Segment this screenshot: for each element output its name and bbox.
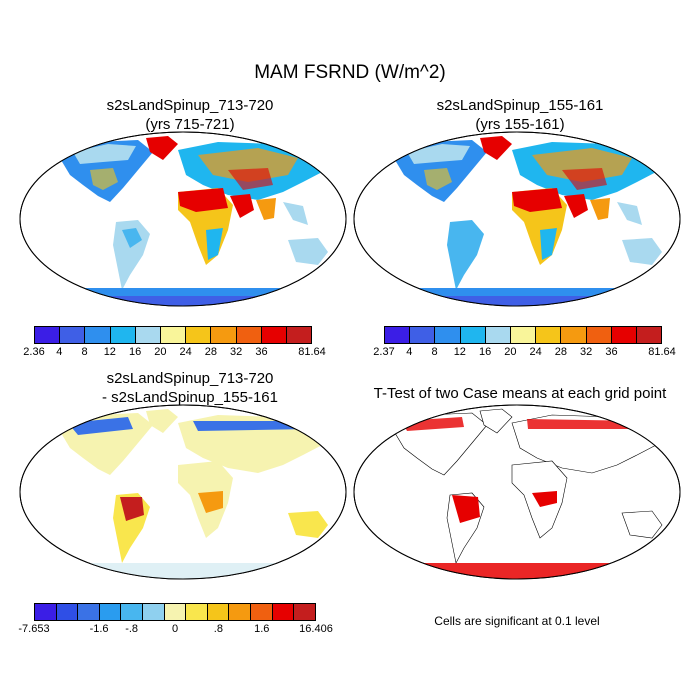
colorbar-panel2-labels: 2.37 4 8 12 16 20 24 28 32 36 81.64 (373, 346, 675, 360)
greenland-land (480, 136, 512, 160)
panel2-tick-label-8: 32 (580, 346, 593, 358)
panel4-title-line1: T-Test of two Case means at each grid po… (373, 385, 667, 402)
panel1-tick-label-2: 8 (81, 346, 88, 358)
panel2-swatch-7 (561, 327, 587, 343)
panel1-tick-label-6: 24 (179, 346, 192, 358)
panel2-tick-label-5: 20 (504, 346, 517, 358)
panel3-title: s2sLandSpinup_713-720 - s2sLandSpinup_15… (20, 369, 360, 407)
panel2-tick-label-6: 24 (529, 346, 542, 358)
panel1-swatch-9 (261, 327, 287, 343)
panel2-tick-label-1: 4 (406, 346, 413, 358)
panel2-tick-label-2: 8 (431, 346, 438, 358)
panel3-title-line2: - s2sLandSpinup_155-161 (102, 389, 278, 406)
panel1-swatch-10 (286, 327, 312, 343)
panel3-tick-label-0: -7.653 (18, 623, 50, 635)
panel2-swatch-6 (536, 327, 562, 343)
panel1-tick-label-0: 2.36 (23, 346, 45, 358)
panel3-swatch-0 (35, 604, 57, 620)
panel3-swatch-10 (251, 604, 273, 620)
panel1-tick-label-1: 4 (56, 346, 63, 358)
map-panel2 (353, 131, 681, 307)
panel1-tick-label-8: 32 (230, 346, 243, 358)
colorbar-panel1-labels: 2.36 4 8 12 16 20 24 28 32 36 81.64 (23, 346, 325, 360)
panel1-tick-label-10: 81.64 (298, 346, 326, 358)
colorbar-panel1 (34, 326, 312, 344)
panel1-tick-label-5: 20 (154, 346, 167, 358)
panel2-title-line1: s2sLandSpinup_155-161 (436, 97, 604, 114)
greenland-land (146, 409, 178, 433)
panel3-swatch-9 (229, 604, 252, 620)
panel2-swatch-1 (410, 327, 436, 343)
panel1-swatch-5 (160, 327, 187, 343)
panel3-tick-label-3: 0 (171, 623, 179, 635)
panel2-swatch-9 (611, 327, 637, 343)
panel1-tick-label-9: 36 (255, 346, 268, 358)
south-america-land (447, 220, 484, 290)
panel2-swatch-5 (510, 327, 537, 343)
panel2-swatch-10 (636, 327, 662, 343)
panel3-swatch-2 (78, 604, 100, 620)
panel4-title: T-Test of two Case means at each grid po… (350, 384, 690, 403)
panel2-swatch-8 (586, 327, 612, 343)
panel3-tick-label-6: 16.406 (299, 623, 333, 635)
panel1-title: s2sLandSpinup_713-720 (yrs 715-721) (20, 96, 360, 134)
panel3-swatch-1 (56, 604, 79, 620)
panel2-swatch-4 (485, 327, 511, 343)
panel2-tick-label-3: 12 (453, 346, 466, 358)
colorbar-panel3 (34, 603, 316, 621)
antarctica-significance (357, 563, 677, 579)
panel2-swatch-2 (435, 327, 461, 343)
panel3-swatch-3 (99, 604, 122, 620)
panel3-swatch-8 (207, 604, 230, 620)
australia-land (622, 238, 662, 265)
panel2-title: s2sLandSpinup_155-161 (yrs 155-161) (350, 96, 690, 134)
panel1-tick-label-4: 16 (128, 346, 142, 358)
panel2-tick-label-7: 28 (554, 346, 568, 358)
panel2-tick-label-4: 16 (478, 346, 492, 358)
panel1-swatch-7 (211, 327, 237, 343)
panel3-swatch-4 (121, 604, 144, 620)
panel2-tick-label-10: 81.64 (648, 346, 676, 358)
map-panel1 (19, 131, 347, 307)
panel2-swatch-3 (460, 327, 486, 343)
panel2-tick-label-0: 2.37 (373, 346, 395, 358)
panel3-tick-label-1: -1.6 (89, 623, 109, 635)
panel1-tick-label-3: 12 (103, 346, 116, 358)
panel3-tick-label-4: .8 (213, 623, 223, 635)
panel1-title-line1: s2sLandSpinup_713-720 (106, 97, 274, 114)
panel3-swatch-11 (272, 604, 295, 620)
panel3-tick-label-5: 1.6 (254, 623, 270, 635)
panel3-swatch-7 (186, 604, 208, 620)
panel1-tick-label-7: 28 (204, 346, 218, 358)
ttest-note: Cells are significant at 0.1 level (434, 614, 600, 628)
panel1-title-line2: (yrs 715-721) (145, 116, 235, 133)
panel1-swatch-1 (60, 327, 86, 343)
panel1-swatch-4 (135, 327, 161, 343)
greenland-land (146, 136, 178, 160)
panel3-tick-label-2: -.8 (125, 623, 139, 635)
figure-title: MAM FSRND (W/m^2) (254, 62, 446, 83)
panel1-swatch-0 (35, 327, 61, 343)
panel1-swatch-6 (186, 327, 212, 343)
australia-land (288, 511, 328, 538)
panel1-swatch-3 (110, 327, 136, 343)
colorbar-panel3-labels: -7.653 -1.6 -.8 0 .8 1.6 16.406 (18, 623, 332, 637)
panel3-swatch-6 (164, 604, 187, 620)
panel3-swatch-5 (143, 604, 165, 620)
panel2-swatch-0 (385, 327, 411, 343)
panel2-title-line2: (yrs 155-161) (475, 116, 565, 133)
panel1-swatch-8 (236, 327, 262, 343)
panel1-swatch-2 (85, 327, 111, 343)
antarctica-land (23, 563, 343, 579)
map-panel3 (19, 404, 347, 580)
map-panel4 (353, 404, 681, 580)
panel3-swatch-12 (294, 604, 315, 620)
panel3-title-line1: s2sLandSpinup_713-720 (106, 370, 274, 387)
australia-land (288, 238, 328, 265)
colorbar-panel2 (384, 326, 662, 344)
panel2-tick-label-9: 36 (605, 346, 618, 358)
